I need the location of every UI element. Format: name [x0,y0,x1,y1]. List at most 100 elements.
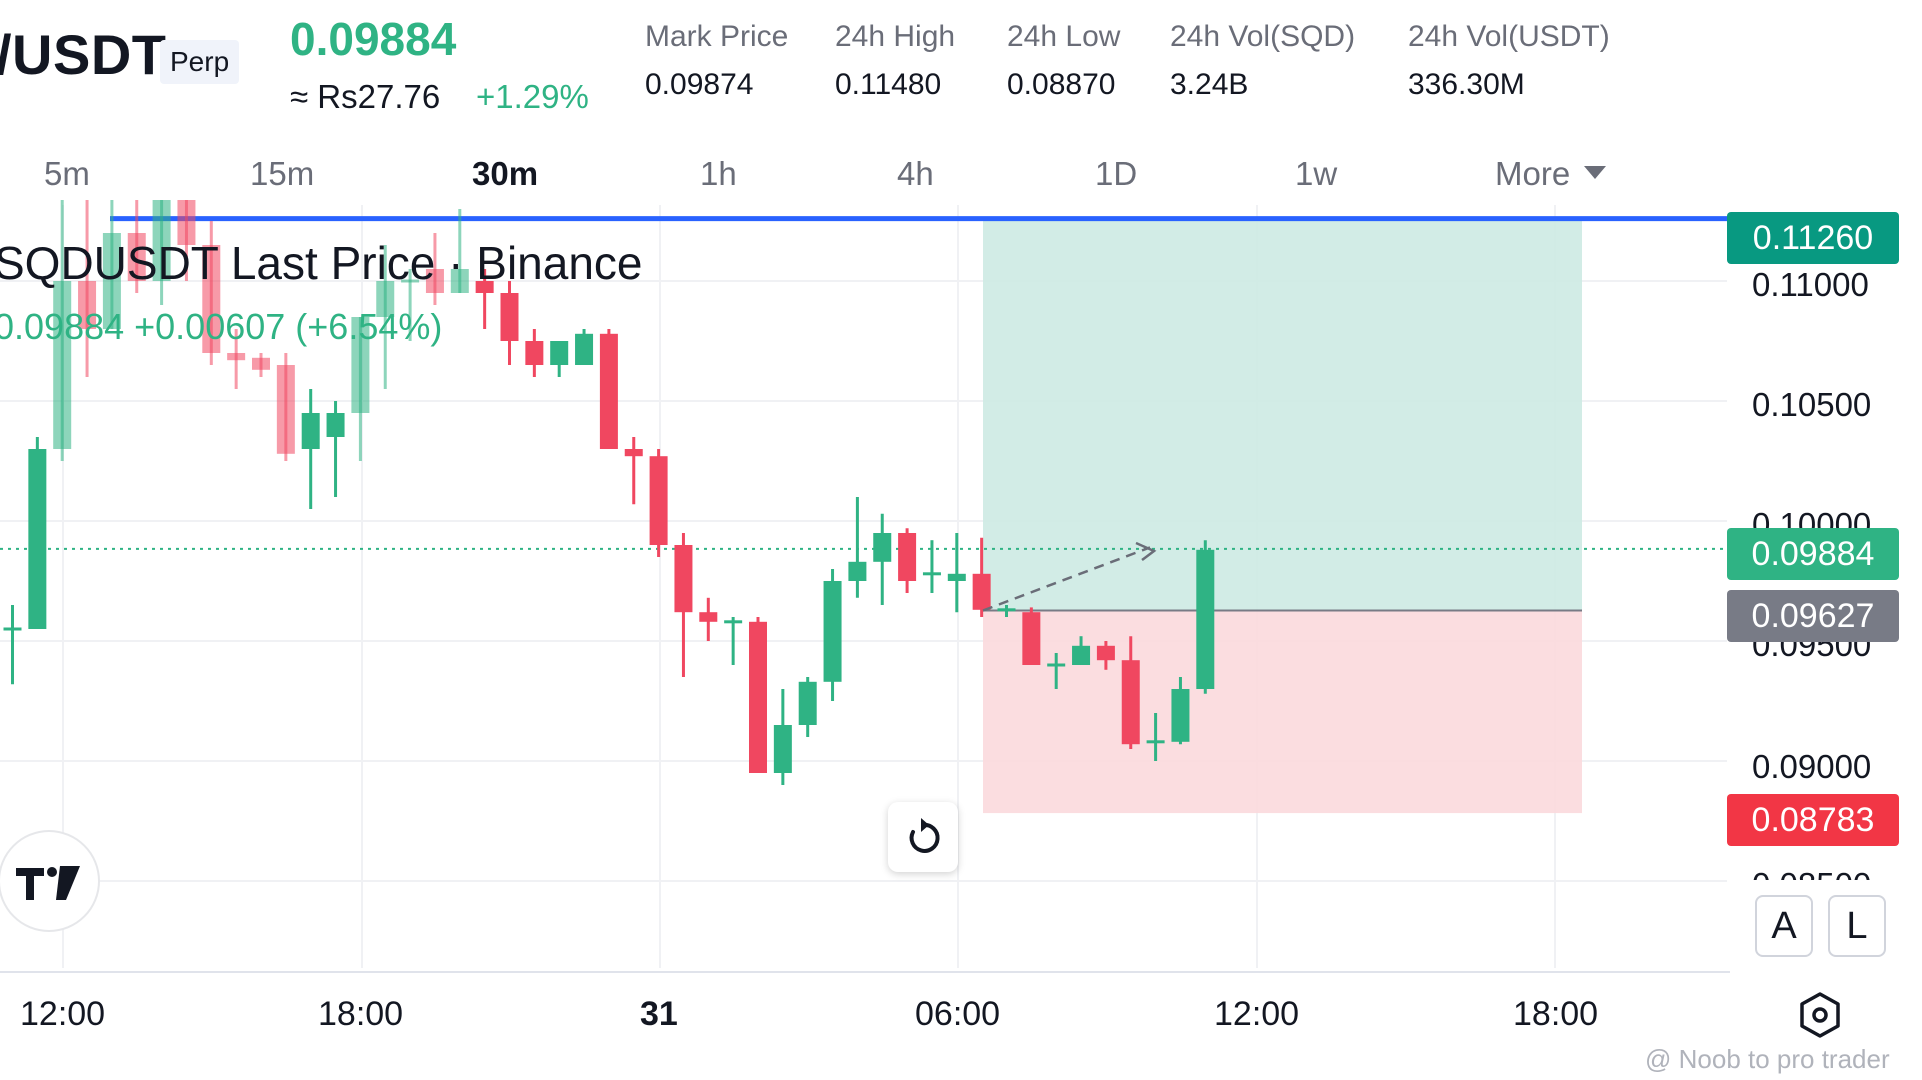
time-axis-label: 18:00 [1513,995,1599,1033]
time-axis-label: 18:00 [318,995,404,1033]
high-24h-label: 24h High [835,20,956,53]
legend-values: 0.09884 +0.00607 (+6.54%) [0,306,443,347]
candle-body [798,681,817,725]
watermark: @ Noob to pro trader [1645,1044,1890,1074]
tab-1w[interactable]: 1w [1295,155,1338,192]
price-axis-label: 0.10500 [1752,386,1872,423]
candle-body [848,561,867,581]
candle-body [922,572,941,576]
candle-body [425,269,444,293]
reset-chart-button[interactable] [888,802,958,872]
candle-body [326,413,345,437]
tradingview-logo[interactable] [0,832,98,930]
candle-body [301,413,320,449]
rotate-ccw-icon [909,818,940,853]
candle-body [947,573,966,581]
candle-body [401,279,420,283]
candle-body [649,456,668,545]
candle-body [773,725,792,773]
projection-dashed-line [982,546,1151,612]
candle-body [749,621,767,773]
candle-body [1022,612,1041,665]
tradingview-logo-icon [16,866,80,900]
current-price-tag: 0.09884 [1727,528,1899,580]
candle-body [1121,660,1140,745]
auto-scale-button[interactable]: A [1755,895,1813,957]
vol-base-label: 24h Vol(SQD) [1170,20,1356,53]
candle-body [997,608,1016,612]
tab-4h[interactable]: 4h [897,155,934,192]
candle-body [450,269,469,293]
candle-body [624,449,643,457]
loss-zone [983,610,1582,814]
candle-body [152,200,171,281]
candle-body [550,341,569,365]
candle-body [1047,663,1066,667]
target-price-tag: 0.11260 [1727,212,1899,264]
candle-body [898,533,917,581]
candle-body [376,281,395,317]
tab-more[interactable]: More [1495,155,1607,193]
vol-base-value: 3.24B [1170,68,1249,101]
candle-body [28,449,47,629]
stop-price-tag: 0.08783 [1727,794,1899,846]
price-axis-label: 0.11000 [1752,266,1869,303]
tab-1h[interactable]: 1h [700,155,737,192]
candle-body [1096,645,1115,661]
candle-body [724,620,743,624]
tab-more-label: More [1495,155,1571,192]
candle-body [1146,740,1165,744]
candle-body [102,233,121,329]
profit-zone [983,218,1582,611]
contract-badge: Perp [160,40,240,84]
candle-body [276,365,295,454]
mark-price-label: Mark Price [645,20,789,53]
price-change-percent: +1.29% [476,78,589,115]
vol-quote-value: 336.30M [1408,68,1525,101]
vol-quote-label: 24h Vol(USDT) [1408,20,1610,53]
mark-price-value: 0.09874 [645,68,754,101]
candle-body [78,281,97,329]
candles [3,200,1215,785]
high-24h-value: 0.11480 [835,68,942,101]
last-price: 0.09884 [290,13,457,65]
time-axis-label: 31 [640,995,678,1033]
candle-body [873,533,892,562]
candle-body [1196,549,1215,689]
time-axis-label: 12:00 [20,995,106,1033]
candle-body [972,573,991,610]
candle-body [599,333,618,449]
projection-arrow-icon [1135,541,1157,561]
candle-body [823,581,842,682]
time-axis-label: 12:00 [1214,995,1300,1033]
candle-body [500,293,519,341]
caret-down-icon [1584,165,1607,179]
log-scale-button[interactable]: L [1828,895,1886,957]
candle-body [575,333,594,365]
symbol-title[interactable]: /USDT [0,23,167,86]
candle-body [127,233,146,281]
tab-15m[interactable]: 15m [250,155,315,192]
low-24h-label: 24h Low [1007,20,1121,53]
candle-body [53,281,72,449]
candle-body [1072,645,1091,665]
candle-body [674,545,693,613]
price-axis-label: 0.08500 [1752,866,1871,880]
approx-local-price: ≈ Rs27.76 [290,78,441,115]
tab-30m[interactable]: 30m [472,155,539,192]
time-axis-label: 06:00 [915,995,1001,1033]
candle-body [227,353,246,361]
tab-1d[interactable]: 1D [1095,155,1138,192]
low-24h-value: 0.08870 [1007,68,1116,101]
candle-body [202,245,221,353]
candle-body [475,281,494,293]
tab-5m[interactable]: 5m [44,155,90,192]
candle-body [351,317,370,413]
legend-title: SQDUSDT Last Price · Binance [0,237,643,289]
candle-body [177,200,196,245]
price-chart[interactable] [0,200,1922,980]
candle-body [525,341,544,365]
settings-gear-icon[interactable] [1795,990,1845,1040]
candle-body [1171,689,1190,742]
candle-body [699,612,718,622]
